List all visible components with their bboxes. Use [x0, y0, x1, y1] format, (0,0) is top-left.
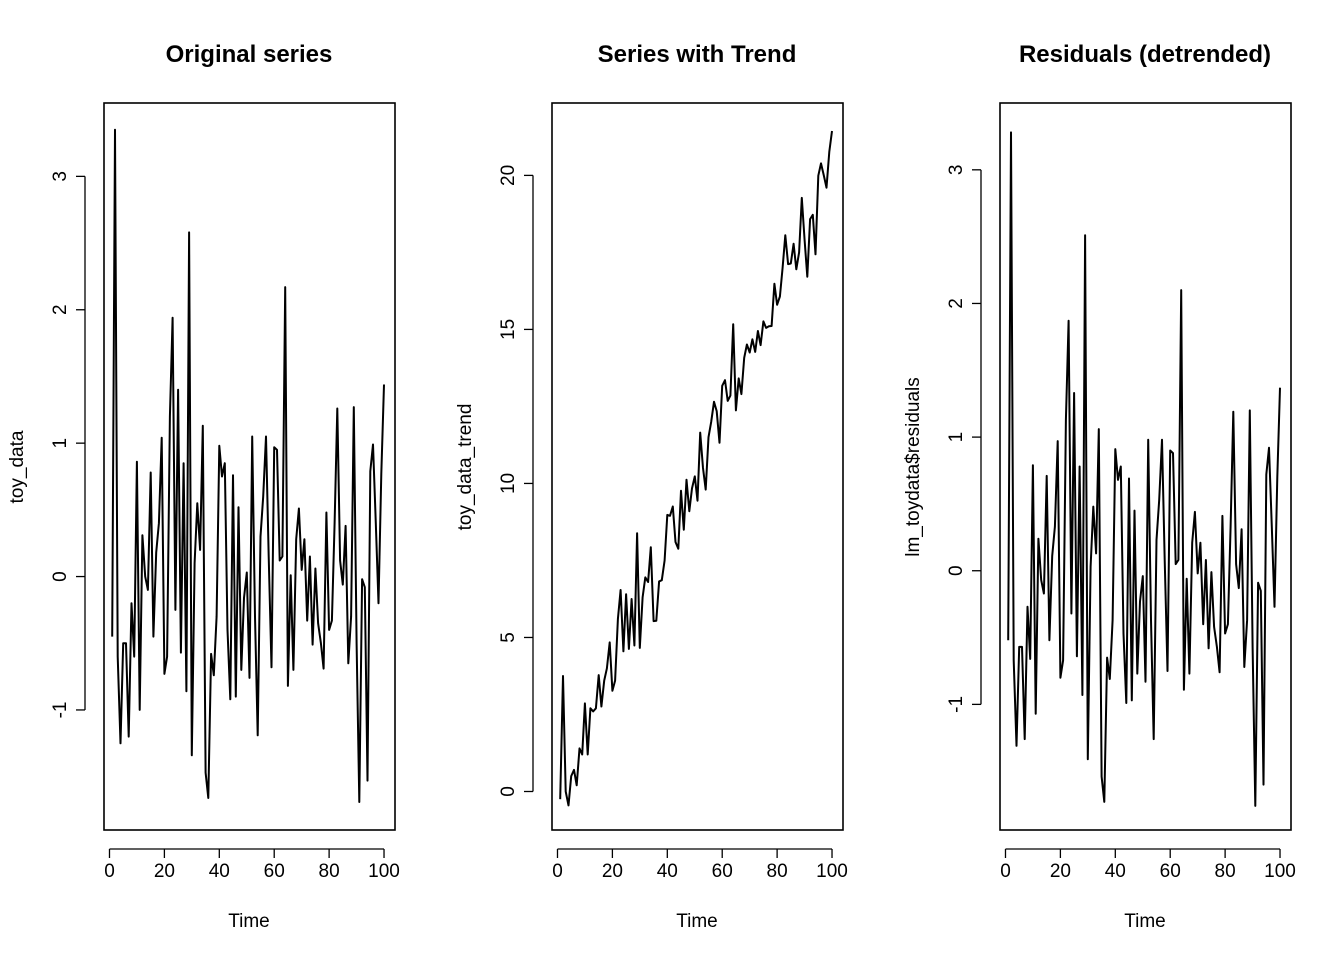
y-tick-label: 0: [498, 786, 519, 797]
y-tick-label: 0: [946, 565, 967, 576]
plot-frame: [103, 102, 396, 831]
panel-series-with-trend: Series with Trend Time toy_data_trend 0 2…: [455, 41, 848, 932]
x-tick-label: 0: [104, 861, 115, 882]
x-tick-label: 80: [767, 861, 788, 882]
x-tick-label: 80: [1215, 861, 1236, 882]
y-tick-label: 3: [946, 165, 967, 176]
panel-original-series: Original series Time toy_data 0 20 40 60 80 1…: [7, 41, 400, 932]
x-axis-label: Time: [1124, 911, 1166, 932]
chart-title: Original series: [166, 41, 333, 68]
x-tick-label: 40: [209, 861, 230, 882]
x-tick-label: 20: [602, 861, 623, 882]
x-tick-label: 100: [368, 861, 400, 882]
y-tick-label: 1: [946, 432, 967, 443]
y-tick-label: -1: [946, 696, 967, 713]
x-tick-label: 60: [712, 861, 733, 882]
x-tick-label: 40: [657, 861, 678, 882]
x-axis-label: Time: [676, 911, 718, 932]
panel-residuals: Residuals (detrended) Time lm_toydata$re…: [903, 41, 1296, 932]
y-tick-label: 5: [498, 632, 519, 643]
x-axis-label: Time: [228, 911, 270, 932]
chart-title: Residuals (detrended): [1019, 41, 1271, 68]
x-tick-label: 80: [319, 861, 340, 882]
plot-frame: [999, 102, 1292, 831]
y-tick-label: -1: [50, 701, 71, 718]
x-tick-label: 100: [1264, 861, 1296, 882]
y-axis-label: toy_data: [7, 430, 28, 503]
series-line: [559, 130, 833, 807]
y-tick-label: 0: [50, 571, 71, 582]
y-tick-label: 2: [50, 304, 71, 315]
y-tick-label: 10: [498, 473, 519, 494]
y-axis-label: toy_data_trend: [455, 404, 476, 531]
x-tick-label: 0: [1000, 861, 1011, 882]
series-line: [1007, 131, 1281, 807]
x-tick-label: 60: [1160, 861, 1181, 882]
y-tick-label: 20: [498, 165, 519, 186]
x-tick-label: 0: [552, 861, 563, 882]
x-tick-label: 20: [154, 861, 175, 882]
y-tick-label: 15: [498, 319, 519, 340]
plot-frame: [551, 102, 844, 831]
chart-title: Series with Trend: [598, 41, 797, 68]
x-tick-label: 40: [1105, 861, 1126, 882]
y-tick-label: 3: [50, 171, 71, 182]
x-tick-label: 20: [1050, 861, 1071, 882]
x-tick-label: 100: [816, 861, 848, 882]
y-tick-label: 2: [946, 298, 967, 309]
y-tick-label: 1: [50, 438, 71, 449]
x-tick-label: 60: [264, 861, 285, 882]
y-axis-label: lm_toydata$residuals: [903, 377, 924, 557]
series-line: [111, 128, 385, 803]
